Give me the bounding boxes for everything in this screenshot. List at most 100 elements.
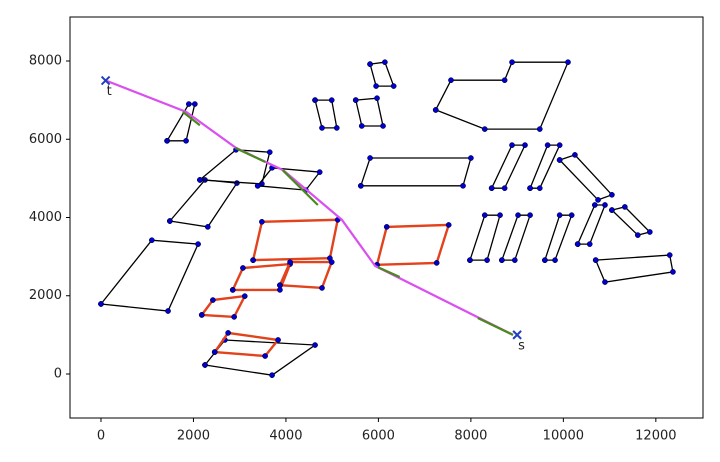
node-dot <box>250 257 256 263</box>
x-tick-label: 0 <box>97 429 105 444</box>
node-dot <box>319 285 325 291</box>
node-dot <box>536 185 543 192</box>
node-dot <box>259 218 265 225</box>
node-dot <box>432 107 439 113</box>
node-dot <box>328 259 335 265</box>
node-dot <box>374 95 380 102</box>
node-dot <box>373 83 379 89</box>
node-dot <box>634 232 641 238</box>
node-dot <box>511 257 518 263</box>
node-dot <box>574 241 581 247</box>
node-dot <box>231 314 237 320</box>
node-dot <box>501 77 508 84</box>
series-line <box>199 149 271 185</box>
endpoint-marker <box>100 75 111 86</box>
node-dot <box>666 252 673 258</box>
node-dot <box>501 185 508 192</box>
series-line <box>355 97 384 127</box>
node-dot <box>262 353 268 359</box>
node-dot <box>448 77 454 84</box>
series-line <box>213 331 281 358</box>
node-dot <box>164 137 170 144</box>
node-dot <box>497 212 503 219</box>
node-dot <box>390 83 397 89</box>
node-dot <box>383 224 390 230</box>
node-dot <box>319 125 325 131</box>
node-dot <box>481 212 488 219</box>
node-dot <box>333 125 340 131</box>
series-line <box>375 223 451 266</box>
series-line <box>544 214 573 261</box>
node-dot <box>592 257 599 263</box>
series-line <box>360 157 472 187</box>
endpoint-label: s <box>518 338 525 353</box>
node-dot <box>367 155 373 161</box>
node-dot <box>468 155 474 161</box>
series-line <box>169 179 239 228</box>
endpoint-marker <box>512 330 522 340</box>
node-dot <box>204 224 211 230</box>
node-dot <box>527 185 533 192</box>
node-dot <box>556 142 563 148</box>
node-dot <box>234 180 240 186</box>
y-tick-label: 6000 <box>29 132 62 147</box>
node-dot <box>240 265 246 271</box>
series-line <box>182 111 514 336</box>
node-dot <box>586 241 593 247</box>
node-dot <box>275 337 281 343</box>
series-line <box>106 79 514 336</box>
node-dot <box>522 142 528 148</box>
node-dot <box>527 212 533 219</box>
node-dot <box>202 362 208 368</box>
node-dot <box>556 212 563 219</box>
node-dot <box>572 152 578 158</box>
node-dot <box>312 342 318 348</box>
node-dot <box>382 59 388 66</box>
node-dot <box>609 207 615 213</box>
node-dot <box>602 279 608 285</box>
node-dot <box>609 191 615 198</box>
node-dot <box>277 287 283 293</box>
series-line <box>204 339 318 376</box>
node-dot <box>197 177 203 183</box>
node-dot <box>484 257 490 263</box>
node-dot <box>515 212 521 219</box>
series-line <box>491 144 527 189</box>
node-dot <box>544 142 551 148</box>
node-dot <box>98 301 104 307</box>
node-dot <box>191 101 198 107</box>
series-line <box>278 260 334 290</box>
node-dot <box>358 123 365 129</box>
node-dot <box>229 287 236 293</box>
node-dot <box>269 372 275 379</box>
node-dot <box>565 59 571 66</box>
node-dot <box>509 142 515 148</box>
node-dot <box>536 126 543 132</box>
series-line <box>611 206 652 236</box>
x-tick-label: 6000 <box>362 429 395 444</box>
node-dot <box>185 101 192 107</box>
node-dot <box>312 97 318 103</box>
x-tick-label: 2000 <box>177 429 210 444</box>
node-dot <box>433 260 440 266</box>
series-line <box>577 204 606 245</box>
x-tick-label: 4000 <box>269 429 302 444</box>
node-dot <box>595 197 601 203</box>
y-tick-label: 8000 <box>29 54 62 69</box>
series-line <box>257 167 321 191</box>
node-dot <box>591 202 598 208</box>
node-dot <box>509 59 515 66</box>
x-tick-label: 8000 <box>454 429 487 444</box>
node-dot <box>328 97 335 103</box>
node-dot <box>198 312 205 318</box>
x-tick-label: 10000 <box>543 429 584 444</box>
node-dot <box>316 169 323 175</box>
node-dot <box>380 123 386 129</box>
node-dot <box>277 282 283 289</box>
node-dot <box>367 61 373 67</box>
x-tick-label: 12000 <box>635 429 676 444</box>
y-tick-label: 2000 <box>29 288 62 303</box>
node-dot <box>211 349 218 355</box>
node-dot <box>568 212 575 219</box>
